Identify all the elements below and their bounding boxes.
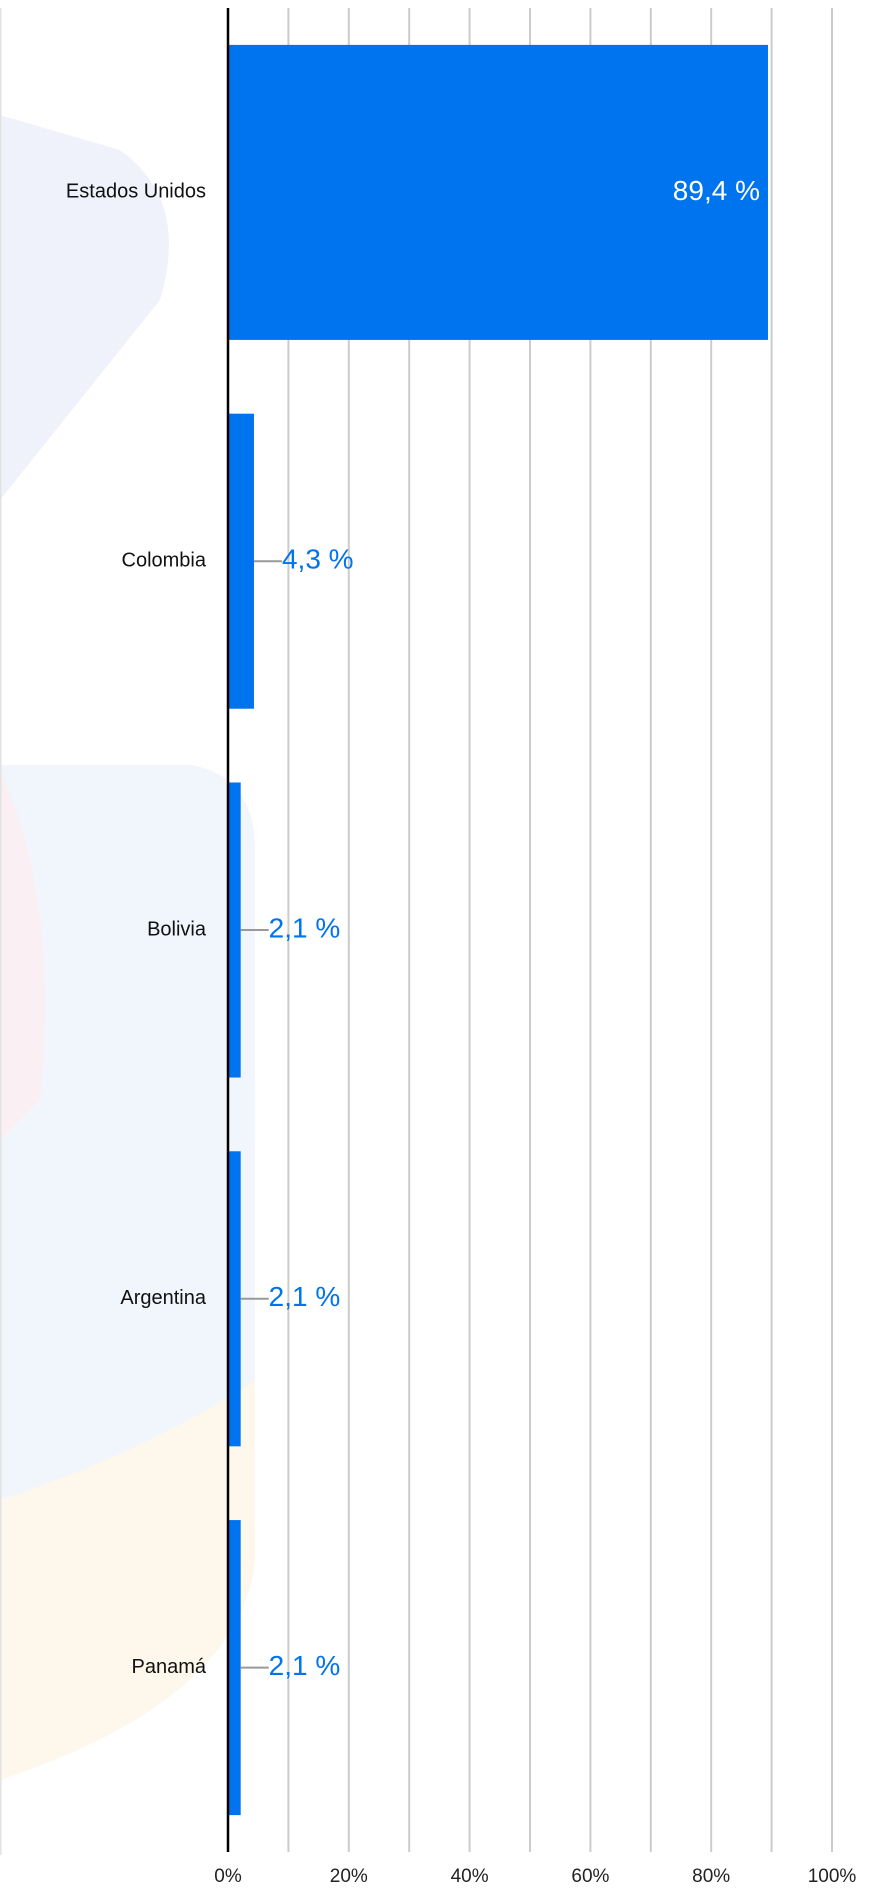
value-label: 2,1 % <box>269 1650 341 1681</box>
bar <box>228 1151 241 1447</box>
bar <box>228 413 254 709</box>
x-tick-label: 100% <box>808 1866 857 1887</box>
y-tick-label: Estados Unidos <box>66 181 206 203</box>
bar <box>228 1520 241 1816</box>
value-label: 4,3 % <box>282 544 354 575</box>
x-tick-label: 0% <box>214 1866 242 1887</box>
value-label: 89,4 % <box>673 175 760 206</box>
y-tick-label: Argentina <box>120 1287 206 1309</box>
value-label: 2,1 % <box>269 1281 341 1312</box>
value-label: 2,1 % <box>269 912 341 943</box>
x-tick-label: 40% <box>451 1866 489 1887</box>
x-tick-label: 80% <box>692 1866 730 1887</box>
y-tick-label: Panamá <box>132 1656 207 1678</box>
background-decoration <box>0 8 255 1855</box>
bar <box>228 782 241 1078</box>
plot-area: 0% 20% 40% 60% 80% 100% Estados Unidos 89,4 % Co… <box>66 8 856 1887</box>
y-tick-label: Colombia <box>122 549 207 571</box>
x-tick-label: 60% <box>571 1866 609 1887</box>
bar <box>228 44 768 340</box>
y-tick-label: Bolivia <box>147 918 207 940</box>
x-tick-label: 20% <box>330 1866 368 1887</box>
